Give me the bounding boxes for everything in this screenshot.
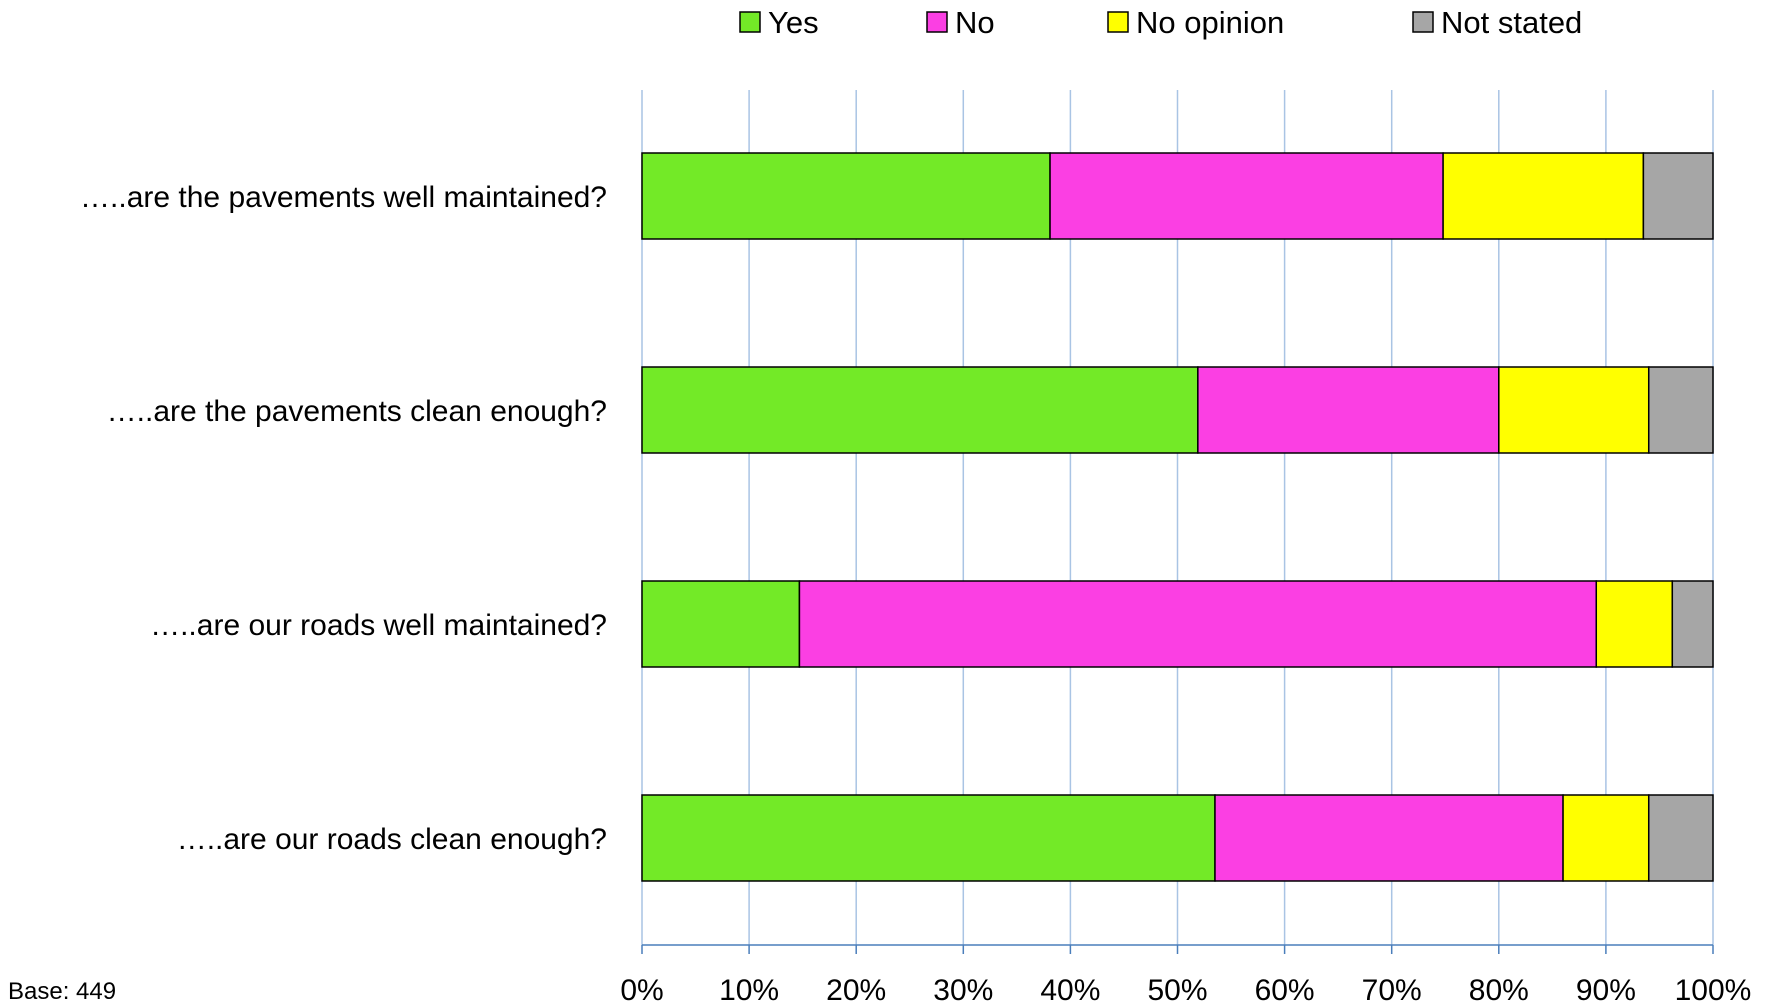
legend-swatch-no xyxy=(926,11,948,33)
x-tick-label: 70% xyxy=(1362,974,1422,1006)
x-tick-label: 10% xyxy=(719,974,779,1006)
x-tick-label: 80% xyxy=(1469,974,1529,1006)
x-tick-label: 50% xyxy=(1147,974,1207,1006)
category-labels: …..are the pavements well maintained? …..… xyxy=(80,181,607,856)
bar-segment-yes xyxy=(641,580,801,668)
bar-segment-yes xyxy=(641,366,1199,454)
bar-segment-no-opinion xyxy=(1562,794,1650,882)
bar-segment-yes xyxy=(641,794,1216,882)
bars xyxy=(641,152,1714,882)
category-label: …..are the pavements clean enough? xyxy=(107,395,607,428)
base-note: Base: 449 xyxy=(8,978,117,1005)
legend-label-no: No xyxy=(955,5,995,40)
bar-segment-no xyxy=(1197,366,1500,454)
x-tick-label: 30% xyxy=(933,974,993,1006)
bar-segment-no xyxy=(1049,152,1444,240)
x-axis: 0% 10% 20% 30% 40% 50% 60% 70% 80% 90% 100% xyxy=(620,944,1752,1006)
bar-segment-not-stated xyxy=(1671,580,1714,668)
x-tick-label: 100% xyxy=(1675,974,1752,1006)
bar-segment-no-opinion xyxy=(1498,366,1650,454)
legend-label-no-opinion: No opinion xyxy=(1136,5,1284,40)
legend: Yes No No opinion Not stated xyxy=(739,5,1582,40)
legend-label-not-stated: Not stated xyxy=(1441,5,1582,40)
bar-segment-no-opinion xyxy=(1442,152,1645,240)
bar-segment-no xyxy=(798,580,1598,668)
legend-swatch-yes xyxy=(739,11,761,33)
bar-segment-not-stated xyxy=(1647,366,1714,454)
bar-segment-not-stated xyxy=(1642,152,1714,240)
category-label: …..are our roads well maintained? xyxy=(150,609,607,642)
x-tick-label: 20% xyxy=(826,974,886,1006)
x-tick-label: 0% xyxy=(620,974,663,1006)
legend-swatch-no-opinion xyxy=(1107,11,1129,33)
bar-segment-no xyxy=(1214,794,1564,882)
category-label: …..are our roads clean enough? xyxy=(177,823,607,856)
x-tick-label: 40% xyxy=(1040,974,1100,1006)
legend-label-yes: Yes xyxy=(768,5,819,40)
x-tick-label: 90% xyxy=(1576,974,1636,1006)
bar-segment-yes xyxy=(641,152,1051,240)
category-label: …..are the pavements well maintained? xyxy=(80,181,607,214)
bar-segment-no-opinion xyxy=(1595,580,1674,668)
x-tick-label: 60% xyxy=(1255,974,1315,1006)
legend-swatch-not-stated xyxy=(1412,11,1434,33)
bar-segment-not-stated xyxy=(1647,794,1714,882)
